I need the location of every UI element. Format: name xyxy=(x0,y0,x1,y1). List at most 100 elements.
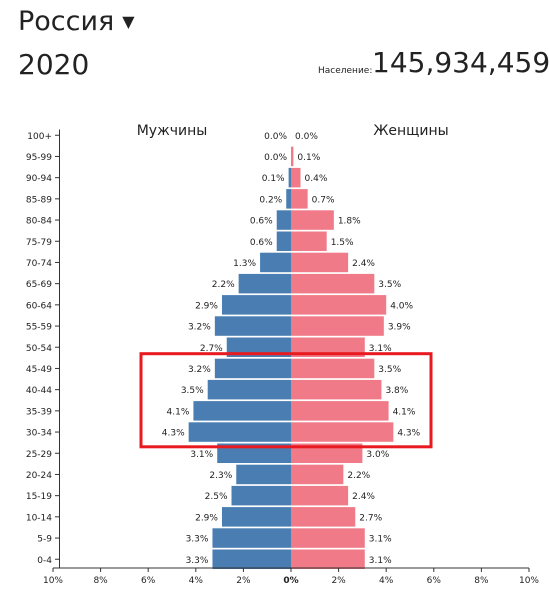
age-group-label: 70-74 xyxy=(26,259,52,269)
bar-female xyxy=(291,464,344,485)
age-group-label: 100+ xyxy=(27,132,52,142)
caret-down-icon[interactable]: ▼ xyxy=(122,12,135,31)
data-label-female: 0.1% xyxy=(297,153,320,163)
age-group-label: 10-14 xyxy=(26,513,52,523)
data-label-female: 4.1% xyxy=(393,407,416,417)
data-label-male: 4.3% xyxy=(162,429,185,439)
data-label-male: 0.2% xyxy=(259,195,282,205)
bar-male xyxy=(231,485,291,506)
bar-male xyxy=(276,231,291,251)
x-tick-label: 8% xyxy=(474,576,489,586)
x-tick-label: 2% xyxy=(331,576,346,586)
age-group-label: 50-54 xyxy=(26,344,52,354)
data-label-female: 3.8% xyxy=(385,386,408,396)
data-label-female: 2.4% xyxy=(352,492,375,502)
age-group-label: 5-9 xyxy=(37,535,52,545)
bar-female xyxy=(291,549,365,569)
data-label-female: 3.1% xyxy=(369,344,392,354)
data-label-female: 0.7% xyxy=(312,195,335,205)
age-group-label: 40-44 xyxy=(26,386,52,396)
data-label-male: 0.0% xyxy=(264,132,287,142)
data-label-male: 2.7% xyxy=(200,344,223,354)
series-name-male: Мужчины xyxy=(137,123,208,139)
data-label-male: 1.3% xyxy=(233,259,256,269)
bar-female xyxy=(291,167,301,188)
x-tick-label: 6% xyxy=(427,576,442,586)
data-label-female: 0.4% xyxy=(305,174,328,184)
bar-male xyxy=(214,316,291,336)
bar-female xyxy=(291,507,356,527)
population-label: Население: xyxy=(318,66,373,76)
age-group-label: 65-69 xyxy=(26,280,52,290)
bar-female xyxy=(291,210,334,230)
bar-female xyxy=(291,252,349,273)
bar-female xyxy=(291,337,365,357)
data-label-male: 0.6% xyxy=(250,238,273,248)
data-label-male: 2.9% xyxy=(195,513,218,523)
data-label-female: 2.2% xyxy=(347,471,370,481)
bar-male xyxy=(288,167,291,188)
data-label-male: 0.1% xyxy=(262,174,285,184)
data-label-female: 4.0% xyxy=(390,301,413,311)
bar-male xyxy=(212,549,291,569)
bar-male xyxy=(286,189,291,209)
bar-female xyxy=(291,295,387,315)
data-label-male: 4.1% xyxy=(167,407,190,417)
data-label-female: 2.7% xyxy=(359,513,382,523)
bar-male xyxy=(221,507,291,527)
population-value: 145,934,459 xyxy=(372,46,549,79)
year-label: 2020 xyxy=(18,48,90,81)
data-label-male: 2.5% xyxy=(205,492,228,502)
data-label-female: 3.5% xyxy=(378,280,401,290)
age-group-label: 75-79 xyxy=(26,238,52,248)
bar-male xyxy=(221,295,291,315)
age-group-label: 85-89 xyxy=(26,195,52,205)
bar-male xyxy=(260,252,291,273)
x-tick-label: 0% xyxy=(283,576,298,586)
bar-female xyxy=(291,379,382,400)
data-label-female: 1.5% xyxy=(331,238,354,248)
data-label-male: 3.2% xyxy=(188,365,211,375)
data-label-male: 3.3% xyxy=(186,535,209,545)
data-label-male: 2.2% xyxy=(212,280,235,290)
bar-male xyxy=(193,401,291,421)
bar-male xyxy=(188,422,291,442)
bar-female xyxy=(291,528,365,548)
age-group-label: 15-19 xyxy=(26,492,52,502)
data-label-male: 0.0% xyxy=(264,153,287,163)
bar-female xyxy=(291,189,308,209)
country-selector[interactable]: Россия ▼ xyxy=(18,6,135,37)
data-label-female: 3.0% xyxy=(366,450,389,460)
data-label-female: 3.5% xyxy=(378,365,401,375)
age-group-label: 60-64 xyxy=(26,301,52,311)
bar-female xyxy=(291,443,363,463)
x-tick-label: 10% xyxy=(519,576,539,586)
bar-male xyxy=(212,528,291,548)
age-group-label: 25-29 xyxy=(26,450,52,460)
x-tick-label: 4% xyxy=(379,576,394,586)
age-group-label: 45-49 xyxy=(26,365,52,375)
bar-male xyxy=(207,379,291,400)
bar-female xyxy=(291,422,394,442)
data-label-female: 2.4% xyxy=(352,259,375,269)
bar-female xyxy=(291,485,349,506)
data-label-male: 3.2% xyxy=(188,323,211,333)
bar-female xyxy=(291,358,375,379)
bar-female xyxy=(291,401,389,421)
country-name: Россия xyxy=(18,6,115,37)
series-name-female: Женщины xyxy=(373,123,448,139)
data-label-female: 3.1% xyxy=(369,556,392,566)
x-tick-label: 4% xyxy=(189,576,204,586)
x-tick-label: 10% xyxy=(43,576,63,586)
data-label-female: 1.8% xyxy=(338,217,361,227)
age-group-label: 30-34 xyxy=(26,429,52,439)
bar-male xyxy=(236,464,291,485)
age-group-label: 55-59 xyxy=(26,323,52,333)
data-label-male: 3.3% xyxy=(186,556,209,566)
bar-male xyxy=(276,210,291,230)
data-label-male: 2.3% xyxy=(209,471,232,481)
x-tick-label: 2% xyxy=(236,576,251,586)
bar-female xyxy=(291,231,327,251)
x-tick-label: 6% xyxy=(141,576,156,586)
